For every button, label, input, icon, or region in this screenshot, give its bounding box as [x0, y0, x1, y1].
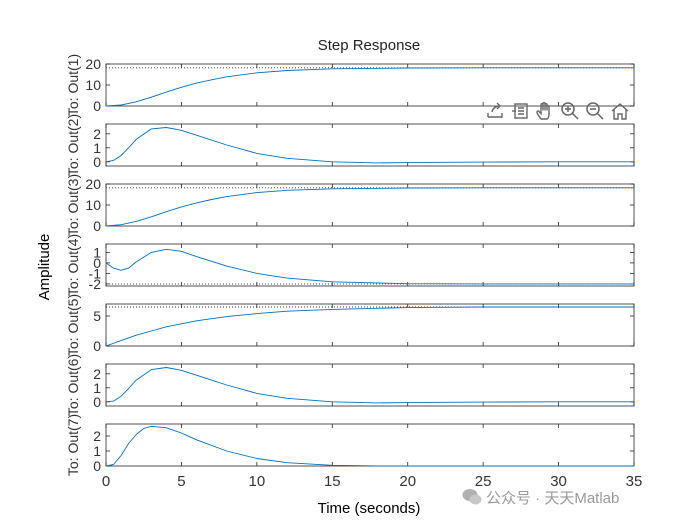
subplot-output-label: To: Out(7): [65, 414, 81, 476]
x-tick-label: 30: [550, 473, 567, 490]
subplot-5: 0 5 To: Out(5): [65, 294, 635, 356]
y-tick-label: 0: [93, 255, 101, 271]
y-tick-label: 1: [93, 380, 101, 396]
chart-title: Step Response: [318, 37, 421, 54]
y-tick-label: 0: [93, 154, 101, 170]
response-line: [105, 127, 634, 164]
y-tick-label: 20: [85, 176, 101, 192]
response-line: [105, 367, 634, 404]
pan-icon: [536, 102, 550, 120]
zoom-out-button[interactable]: [584, 100, 606, 122]
y-tick-label: -1: [89, 265, 102, 281]
y-tick-label: 1: [93, 244, 101, 260]
y-tick-label: 0: [93, 338, 101, 354]
axes-box: [105, 183, 635, 227]
subplot-7: 012 To: Out(7): [65, 414, 635, 476]
x-tick-label: 0: [102, 473, 110, 490]
response-line: [105, 187, 634, 227]
x-tick-label: 10: [249, 473, 266, 490]
axes-box: [105, 423, 635, 467]
y-tick-label: 2: [93, 366, 101, 382]
home-icon: [611, 103, 629, 120]
subplot-output-label: To: Out(3): [65, 174, 81, 236]
y-axis-label: Amplitude: [36, 234, 53, 301]
y-tick-label: 20: [85, 56, 101, 72]
y-tick-label: 0: [93, 98, 101, 114]
watermark: 公众号 · 天天Matlab: [462, 486, 619, 508]
response-line: [105, 248, 634, 285]
zoom-in-icon: [561, 102, 579, 120]
home-button[interactable]: [609, 100, 631, 122]
y-tick-label: 2: [93, 428, 101, 444]
x-tick-label: 35: [626, 473, 643, 490]
watermark-text: 公众号 · 天天Matlab: [486, 489, 620, 507]
export-icon: [487, 102, 503, 118]
axes-box: [105, 243, 635, 287]
data-tips-button[interactable]: [509, 100, 531, 122]
axes-box: [105, 63, 635, 107]
export-button[interactable]: [484, 100, 506, 122]
wechat-icon: [462, 489, 482, 505]
x-tick-label: 5: [177, 473, 185, 490]
y-tick-label: 10: [85, 77, 101, 93]
y-tick-label: 1: [93, 140, 101, 156]
x-axis-label: Time (seconds): [318, 500, 421, 517]
y-tick-label: 0: [93, 394, 101, 410]
y-tick-label: 1: [93, 443, 101, 459]
x-tick-labels: 0 5 10 15 20 25 30 35: [102, 473, 643, 490]
subplot-output-label: To: Out(6): [65, 354, 81, 416]
subplot-output-label: To: Out(1): [65, 54, 81, 116]
y-tick-label: 5: [93, 308, 101, 324]
axes-box: [105, 303, 635, 347]
subplot-output-label: To: Out(4): [65, 234, 81, 296]
zoom-in-button[interactable]: [559, 100, 581, 122]
zoom-out-icon: [586, 102, 604, 120]
axes-toolbar: [484, 99, 634, 123]
subplot-4: -2-101 To: Out(4): [65, 234, 635, 296]
pan-button[interactable]: [534, 100, 556, 122]
axes-box: [105, 123, 635, 167]
y-tick-label: 2: [93, 126, 101, 142]
subplot-6: 012 To: Out(6): [65, 354, 635, 416]
response-line: [105, 425, 634, 467]
y-tick-label: 0: [93, 458, 101, 474]
x-tick-label: 15: [324, 473, 341, 490]
data-tips-icon: [512, 103, 528, 119]
x-tick-label: 25: [475, 473, 492, 490]
response-line: [105, 67, 634, 107]
subplot-2: 012 To: Out(2): [65, 114, 635, 176]
response-line: [105, 306, 634, 347]
y-tick-label: 0: [93, 218, 101, 234]
y-tick-label: -2: [89, 276, 102, 292]
axes-box: [105, 363, 635, 407]
subplot-output-label: To: Out(2): [65, 114, 81, 176]
subplot-output-label: To: Out(5): [65, 294, 81, 356]
y-tick-label: 10: [85, 197, 101, 213]
x-tick-label: 20: [399, 473, 416, 490]
